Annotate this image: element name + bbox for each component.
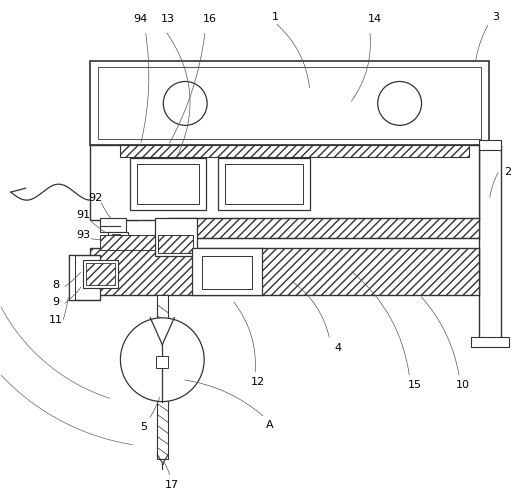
Bar bbox=[82, 260, 118, 288]
Bar bbox=[479, 146, 501, 340]
Text: 2: 2 bbox=[504, 167, 511, 177]
Bar bbox=[158, 235, 193, 253]
Text: 1: 1 bbox=[271, 12, 278, 22]
Bar bbox=[479, 140, 501, 150]
Bar bbox=[98, 66, 482, 139]
Bar bbox=[155, 146, 165, 220]
Bar bbox=[156, 356, 168, 368]
Text: 3: 3 bbox=[492, 12, 499, 22]
Bar bbox=[472, 337, 509, 346]
Bar bbox=[131, 158, 206, 210]
Text: 17: 17 bbox=[165, 480, 179, 491]
Text: 5: 5 bbox=[140, 423, 147, 433]
Bar bbox=[218, 158, 310, 210]
Bar bbox=[155, 218, 197, 256]
Bar bbox=[225, 164, 303, 204]
Text: 15: 15 bbox=[408, 380, 422, 390]
Text: 93: 93 bbox=[76, 230, 91, 240]
Bar bbox=[90, 60, 490, 146]
Bar bbox=[121, 146, 139, 220]
Text: 9: 9 bbox=[52, 297, 59, 307]
Text: 94: 94 bbox=[133, 14, 148, 24]
Text: 91: 91 bbox=[76, 210, 91, 220]
Text: A: A bbox=[266, 419, 274, 430]
Text: 8: 8 bbox=[52, 280, 59, 290]
Text: 16: 16 bbox=[203, 14, 217, 24]
Text: 10: 10 bbox=[456, 380, 469, 390]
Text: 13: 13 bbox=[161, 14, 175, 24]
Bar bbox=[108, 232, 129, 248]
Bar bbox=[85, 263, 115, 285]
Bar bbox=[121, 146, 469, 157]
Text: 4: 4 bbox=[334, 343, 341, 353]
Text: 12: 12 bbox=[251, 377, 265, 387]
Bar bbox=[168, 218, 479, 238]
Bar bbox=[192, 248, 262, 295]
Text: 92: 92 bbox=[88, 193, 102, 203]
Bar bbox=[157, 295, 168, 459]
Text: 11: 11 bbox=[49, 315, 63, 325]
Bar bbox=[100, 235, 155, 250]
Bar bbox=[68, 255, 74, 300]
Bar bbox=[90, 146, 479, 220]
Bar bbox=[68, 255, 100, 300]
Circle shape bbox=[121, 318, 204, 401]
Circle shape bbox=[378, 82, 422, 125]
Bar bbox=[138, 164, 199, 204]
Bar bbox=[90, 248, 479, 295]
Circle shape bbox=[164, 82, 207, 125]
Bar bbox=[113, 234, 121, 246]
Text: 14: 14 bbox=[367, 14, 382, 24]
Bar bbox=[100, 218, 126, 232]
Bar bbox=[202, 256, 252, 289]
